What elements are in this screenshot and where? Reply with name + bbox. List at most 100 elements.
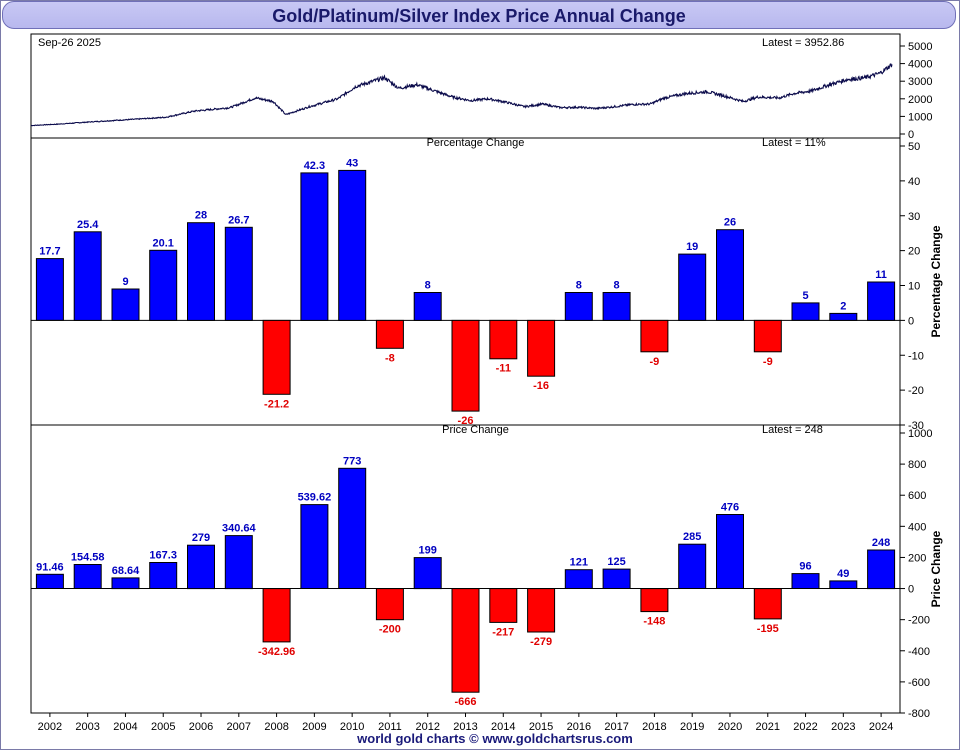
price-y-tick-label: -400 xyxy=(908,646,930,658)
price-bar-2011 xyxy=(375,588,404,621)
pct-bar-2007 xyxy=(224,226,253,321)
pct-data-label-2008: -21.2 xyxy=(264,398,289,410)
line-y-tick-label: 2000 xyxy=(908,94,932,106)
price-data-label-2015: -279 xyxy=(530,636,552,648)
price-data-label-2009: 539.62 xyxy=(298,492,332,504)
price-bar-2005 xyxy=(149,562,178,589)
pct-data-label-2024: 11 xyxy=(875,269,887,281)
x-tick-label-2014: 2014 xyxy=(491,721,515,733)
pct-bar-2023 xyxy=(829,312,858,321)
price-bar-2022 xyxy=(791,573,820,589)
price-data-label-2022: 96 xyxy=(799,561,811,573)
pct-bar-2011 xyxy=(375,319,404,349)
pct-data-label-2005: 20.1 xyxy=(152,237,173,249)
pct-bar-2004 xyxy=(111,288,140,321)
x-tick-label-2016: 2016 xyxy=(567,721,591,733)
line-y-tick-label: 5000 xyxy=(908,41,932,53)
pct-data-label-2017: 8 xyxy=(614,280,620,292)
chart-title: Gold/Platinum/Silver Index Price Annual … xyxy=(272,6,686,26)
price-data-label-2012: 199 xyxy=(419,545,437,557)
pct-bar-2003 xyxy=(73,231,102,321)
pct-data-label-2009: 42.3 xyxy=(304,160,325,172)
price-data-label-2005: 167.3 xyxy=(149,550,177,562)
price-bar-2004 xyxy=(111,577,140,590)
x-tick-label-2010: 2010 xyxy=(340,721,364,733)
price-bar-2017 xyxy=(602,568,631,589)
panel-border xyxy=(30,33,901,139)
price-bar-2007 xyxy=(224,535,253,590)
price-y-tick-label: 1000 xyxy=(908,428,932,440)
date-label: Sep-26 2025 xyxy=(38,37,101,49)
price-line-panel: 0 1000 2000 3000 4000 5000 Sep-26 2025 Latest =… xyxy=(30,33,932,141)
price-bar-2006 xyxy=(187,544,215,590)
price-bar-2010 xyxy=(338,467,367,589)
x-axis: 2002 2003 2004 2005 2006 2007 2008 2009 2010 2011… xyxy=(38,713,893,733)
pct-data-label-2003: 25.4 xyxy=(77,219,99,231)
pct-data-label-2023: 2 xyxy=(840,300,846,312)
price-y-tick-label: -200 xyxy=(908,615,930,627)
pct-y-tick-label: 40 xyxy=(908,176,920,188)
pct-bar-2017 xyxy=(602,292,631,321)
pct-bar-2016 xyxy=(564,292,593,321)
price-y-tick-label: -600 xyxy=(908,677,930,689)
pct-latest-label: Latest = 11% xyxy=(762,137,826,149)
price-data-label-2013: -666 xyxy=(454,696,476,708)
pct-bar-2022 xyxy=(791,302,820,321)
pct-bar-2002 xyxy=(35,258,64,321)
x-tick-label-2002: 2002 xyxy=(38,721,62,733)
x-tick-label-2020: 2020 xyxy=(718,721,742,733)
price-bar-2024 xyxy=(867,549,896,590)
line-y-tick-label: 4000 xyxy=(908,59,932,71)
pct-data-label-2011: -8 xyxy=(385,352,395,364)
price-data-label-2002: 91.46 xyxy=(36,561,64,573)
pct-y-tick-label: -30 xyxy=(908,420,924,432)
price-bar-2018 xyxy=(640,588,669,613)
x-tick-label-2008: 2008 xyxy=(264,721,288,733)
x-tick-label-2003: 2003 xyxy=(75,721,99,733)
x-tick-label-2007: 2007 xyxy=(227,721,251,733)
price-data-label-2007: 340.64 xyxy=(222,523,257,535)
price-data-label-2017: 125 xyxy=(607,556,625,568)
pct-bar-2019 xyxy=(678,253,707,321)
price-bar-2002 xyxy=(35,573,64,589)
footer-credit: world gold charts © www.goldchartsrus.co… xyxy=(357,731,633,746)
pct-data-label-2010: 43 xyxy=(346,157,358,169)
x-tick-label-2023: 2023 xyxy=(831,721,855,733)
price-data-label-2021: -195 xyxy=(757,623,779,635)
pct-bar-2015 xyxy=(527,319,556,377)
x-tick-label-2012: 2012 xyxy=(415,721,439,733)
price-bar-2013 xyxy=(451,588,480,693)
pct-y-tick-label: 20 xyxy=(908,246,920,258)
price-bar-2019 xyxy=(678,543,707,590)
pct-bar-2005 xyxy=(149,249,178,321)
price-data-label-2011: -200 xyxy=(379,624,401,636)
price-bar-2003 xyxy=(73,564,102,589)
pct-y-axis-label: Percentage Change xyxy=(929,225,943,337)
pct-bar-2006 xyxy=(187,222,215,321)
price-data-label-2010: 773 xyxy=(343,455,361,467)
pct-bar-2012 xyxy=(413,292,442,321)
pct-y-tick-label: -10 xyxy=(908,350,924,362)
pct-data-label-2018: -9 xyxy=(650,356,660,368)
pct-bar-2013 xyxy=(451,319,480,412)
price-y-tick-label: 800 xyxy=(908,459,926,471)
x-tick-label-2005: 2005 xyxy=(151,721,175,733)
price-data-label-2003: 154.58 xyxy=(71,552,105,564)
x-tick-label-2024: 2024 xyxy=(869,721,893,733)
price-panel-title: Price Change xyxy=(442,424,509,436)
pct-y-tick-label: -20 xyxy=(908,385,924,397)
price-bar-2009 xyxy=(300,504,329,590)
price-data-label-2016: 121 xyxy=(570,557,588,569)
x-tick-label-2015: 2015 xyxy=(529,721,553,733)
price-bar-2015 xyxy=(527,588,556,633)
price-bar-2020 xyxy=(716,514,744,589)
price-data-label-2014: -217 xyxy=(492,626,514,638)
x-tick-label-2004: 2004 xyxy=(113,721,137,733)
price-data-label-2004: 68.64 xyxy=(112,565,140,577)
price-bar-2014 xyxy=(489,588,518,623)
x-tick-label-2021: 2021 xyxy=(756,721,780,733)
pct-y-tick-label: 0 xyxy=(908,315,914,327)
x-tick-label-2017: 2017 xyxy=(604,721,628,733)
